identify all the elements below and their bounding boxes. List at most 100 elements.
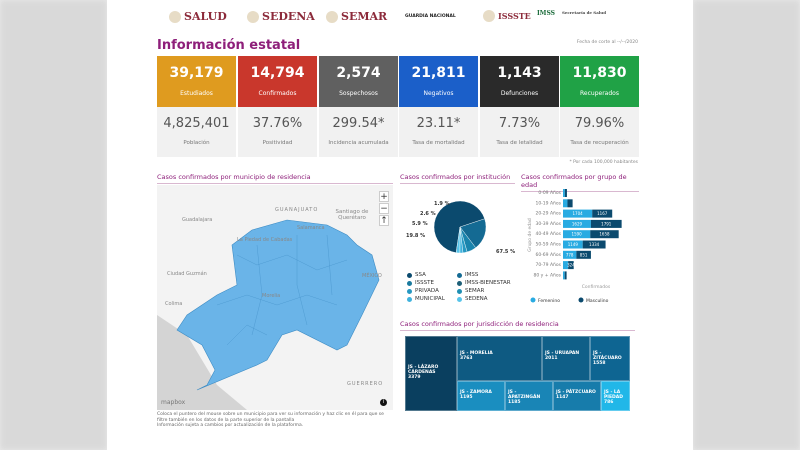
stat-card: 39,179 Estudiados 4,825,401 Población bbox=[157, 56, 236, 157]
stat-card: 14,794 Confirmados 37.76% Positividad bbox=[238, 56, 317, 157]
age-bar-masculino[interactable] bbox=[590, 219, 622, 228]
map-labels: Guadalajara GUANAJUATO Salamanca La Pied… bbox=[165, 207, 383, 387]
zoom-out-button[interactable]: − bbox=[379, 203, 389, 214]
age-bar-femenino[interactable] bbox=[563, 271, 565, 280]
bar-value-label: 851 bbox=[580, 252, 588, 257]
mapbox-attribution[interactable]: mapbox bbox=[161, 399, 186, 406]
bar-value-label: 778 bbox=[566, 252, 574, 257]
age-bar-femenino[interactable] bbox=[563, 261, 569, 270]
logo-semar: SEMAR bbox=[326, 10, 387, 23]
age-bar-masculino[interactable] bbox=[582, 240, 606, 249]
stat-card: 21,811 Negativos 23.11* Tasa de mortalidad bbox=[399, 56, 478, 157]
stat-label: Estudiados bbox=[180, 90, 213, 97]
legend-swatch-icon bbox=[407, 296, 412, 302]
logo-imss: IMSS bbox=[537, 10, 555, 17]
age-bar-masculino[interactable] bbox=[592, 209, 613, 218]
dashboard-page: SALUD SEDENA SEMAR GUARDIA NACIONAL ISSS… bbox=[107, 0, 693, 450]
map-label: Colima bbox=[165, 301, 182, 307]
treemap-cell[interactable]: JS - MORELIA 3763 bbox=[457, 336, 542, 381]
age-category-label: 20-29 Años bbox=[535, 211, 561, 217]
age-bar-masculino[interactable] bbox=[568, 261, 574, 270]
stat-sub-value: 7.73% bbox=[498, 116, 541, 131]
age-bar-femenino[interactable] bbox=[563, 189, 565, 197]
stat-sub-label: Positividad bbox=[262, 140, 293, 146]
treemap-cell[interactable]: JS - URUAPAN 2011 bbox=[542, 336, 590, 381]
legend-item[interactable]: IMSS-BIENESTAR bbox=[457, 280, 511, 286]
logo-guardia-nacional: GUARDIA NACIONAL bbox=[405, 14, 456, 19]
bar-value-label: 1590 bbox=[572, 232, 583, 237]
legend-item[interactable]: IMSS bbox=[457, 272, 478, 278]
blurred-background-right bbox=[693, 0, 800, 450]
age-bar-masculino[interactable] bbox=[590, 230, 619, 239]
stat-card: 11,830 Recuperados 79.96% Tasa de recuperac… bbox=[560, 56, 639, 157]
age-bar-masculino[interactable] bbox=[567, 199, 573, 208]
map-label: Morelia bbox=[262, 293, 280, 299]
age-category-label: 40-49 Años bbox=[535, 231, 561, 237]
municipal-borders bbox=[216, 234, 348, 346]
age-bar-masculino[interactable] bbox=[576, 250, 591, 259]
map-view[interactable]: Guadalajara GUANAJUATO Salamanca La Pied… bbox=[157, 185, 393, 410]
stat-card: 2,574 Sospechosos 299.54* Incidencia acumul… bbox=[319, 56, 398, 157]
treemap-cell[interactable]: JS - ZITÁCUARO 1558 bbox=[590, 336, 630, 381]
treemap-cell[interactable]: JS - PÁTZCUARO 1147 bbox=[553, 381, 601, 411]
zoom-in-button[interactable]: + bbox=[379, 191, 389, 202]
age-bar-femenino[interactable] bbox=[563, 230, 591, 239]
pie-slice[interactable] bbox=[455, 226, 461, 254]
legend-swatch-icon bbox=[457, 272, 462, 278]
logo-salud: SALUD bbox=[169, 10, 227, 23]
age-chart-title: Casos confirmados por grupo de edad bbox=[521, 173, 639, 192]
stat-label: Sospechosos bbox=[339, 90, 378, 97]
treemap-cell[interactable]: JS - LA PIEDAD 786 bbox=[601, 381, 630, 411]
stat-label: Confirmados bbox=[258, 90, 297, 97]
age-bar-masculino[interactable] bbox=[564, 189, 567, 197]
legend-item[interactable]: SEMAR bbox=[457, 288, 484, 294]
logo-sedena: SEDENA bbox=[247, 10, 315, 23]
info-icon[interactable]: i bbox=[380, 399, 387, 406]
treemap-cell[interactable]: JS - APATZINGÁN 1185 bbox=[505, 381, 553, 411]
legend-item[interactable]: SSA bbox=[407, 272, 426, 278]
legend-item[interactable]: MUNICIPAL bbox=[407, 296, 445, 302]
ocean-area bbox=[157, 315, 247, 410]
age-bar-femenino[interactable] bbox=[563, 250, 577, 259]
legend-item[interactable]: SEDENA bbox=[457, 296, 488, 302]
reset-north-button[interactable]: ↑ bbox=[379, 215, 389, 226]
stat-value: 14,794 bbox=[250, 65, 305, 81]
stat-value: 2,574 bbox=[336, 65, 381, 81]
pie-label: 67.5 % bbox=[496, 249, 515, 255]
michoacan-state-shape[interactable] bbox=[176, 219, 380, 391]
age-bar-femenino[interactable] bbox=[563, 240, 583, 249]
treemap: JS - LÁZARO CÁRDENAS 3379 JS - MORELIA 3763… bbox=[405, 336, 630, 411]
stat-sub-label: Tasa de letalidad bbox=[496, 140, 543, 146]
stat-card: 1,143 Defunciones 7.73% Tasa de letalidad bbox=[480, 56, 559, 157]
legend-item[interactable]: PRIVADA bbox=[407, 288, 439, 294]
page-title: Información estatal bbox=[157, 38, 301, 53]
blurred-background-left bbox=[0, 0, 107, 450]
map-label: Guadalajara bbox=[182, 217, 212, 223]
pie-slice[interactable] bbox=[433, 200, 485, 253]
legend-swatch-icon bbox=[578, 297, 584, 303]
legend-item[interactable]: Femenino bbox=[538, 298, 560, 304]
age-bar-femenino[interactable] bbox=[563, 199, 568, 208]
map-label: GUERRERO bbox=[347, 381, 383, 387]
map-label: GUANAJUATO bbox=[275, 207, 318, 213]
pie-title: Casos confirmados por institución bbox=[400, 173, 515, 184]
age-category-label: 70-79 Años bbox=[535, 262, 561, 268]
age-bar-femenino[interactable] bbox=[563, 209, 593, 218]
logo-issste: ISSSTE bbox=[483, 10, 531, 22]
age-bar-masculino[interactable] bbox=[564, 271, 567, 280]
map-label: Salamanca bbox=[297, 225, 325, 231]
pie-label: 2.6 % bbox=[420, 211, 436, 217]
stat-sub-value: 37.76% bbox=[252, 116, 303, 131]
map-notes: Coloca el puntero del mouse sobre un mun… bbox=[157, 412, 393, 429]
legend-item[interactable]: Masculino bbox=[586, 298, 609, 304]
treemap-title: Casos confirmados por jurisdicción de re… bbox=[400, 320, 635, 331]
map-svg: Guadalajara GUANAJUATO Salamanca La Pied… bbox=[157, 207, 383, 410]
bar-value-label: 1149 bbox=[568, 242, 579, 247]
bar-value-label: 324 bbox=[567, 263, 575, 268]
treemap-cell[interactable]: JS - ZAMORA 1195 bbox=[457, 381, 505, 411]
legend-item[interactable]: ISSSTE bbox=[407, 280, 434, 286]
age-bar-femenino[interactable] bbox=[563, 219, 591, 228]
treemap-cell[interactable]: JS - LÁZARO CÁRDENAS 3379 bbox=[405, 336, 457, 411]
x-axis-label: Confirmados bbox=[582, 284, 611, 290]
bar-value-label: 1334 bbox=[589, 242, 600, 247]
